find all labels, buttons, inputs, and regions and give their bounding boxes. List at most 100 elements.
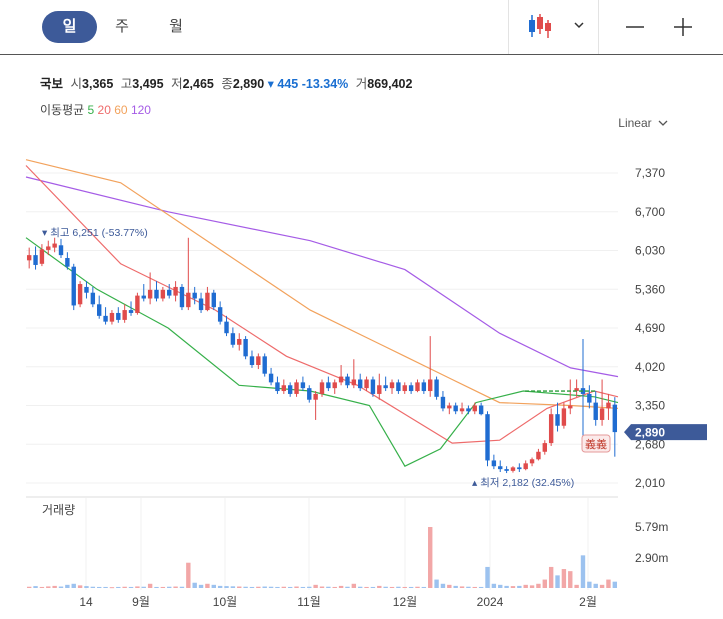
volume-title: 거래량 [42,503,75,517]
candle-body [173,286,178,296]
volume-bar [504,585,509,588]
volume-bar [116,586,121,588]
candle-body [402,385,407,392]
candlestick-icon[interactable] [526,12,554,42]
volume-bar [459,586,465,588]
candle-body [529,459,535,464]
volume-bar [491,583,497,588]
candle-body [466,408,471,412]
high-value: 3,495 [132,77,164,91]
candle-body [389,382,395,389]
scale-label: Linear [618,116,652,130]
volume-bar [141,586,146,588]
volume-bar [434,579,439,588]
event-badge [581,434,611,453]
volume-bar [498,584,503,588]
volume-bar [179,586,185,588]
candle-body [275,382,280,392]
price-tick-label: 6,700 [635,205,665,219]
volume-bar [485,566,490,588]
price-tick-label: 2,010 [635,476,665,490]
ma5-line [25,237,619,467]
volume-bar [198,584,204,588]
volume-bar [262,586,267,588]
tab-month[interactable]: 월 [169,18,183,35]
scale-selector[interactable]: Linear [618,116,668,130]
candle-body [52,243,57,248]
candle-body [116,312,121,320]
plus-icon[interactable] [672,16,694,38]
volume-bar [561,569,567,588]
candle-body [357,379,363,389]
x-axis-label: 12월 [393,595,417,609]
volume-bar [345,586,350,588]
volume-bar [389,586,395,588]
high-label: 고 [120,77,133,91]
candle-body [243,338,248,357]
volume-bar [428,527,433,588]
candle-body [26,255,32,261]
volume-bar [377,585,382,588]
volume-bar [364,586,369,588]
candle-body [561,408,567,426]
x-axis-label: 10월 [213,595,237,609]
volume-bar [453,585,458,588]
volume-tick-label: 2.90m [635,551,668,565]
candle-body [574,388,579,392]
volume-bar [33,586,38,588]
chevron-down-icon [658,120,668,126]
volume-bar [128,586,134,588]
candle-body [548,414,554,444]
candle-body [135,295,140,313]
candle-body [77,284,83,305]
event-badge-text: 義義 [585,437,607,451]
candle-body [612,404,618,433]
candle-body [154,289,159,299]
candle-body [237,338,242,345]
candle-body [326,382,331,389]
ma-5: 5 [87,103,95,117]
volume-bar [536,583,541,588]
chevron-down-icon[interactable] [572,18,586,32]
low-label: 저 [171,77,183,91]
ma-120: 120 [130,103,151,117]
tab-week[interactable]: 주 [115,18,129,35]
candle-body [319,382,325,394]
candle-body [249,356,255,366]
volume-bar [84,586,89,588]
volume-bar [606,579,611,588]
volume-bar [217,585,223,588]
tab-day[interactable]: 일 [42,11,97,43]
candle-body [517,467,522,470]
volume-bar [599,584,605,588]
toolbar-divider [598,0,599,54]
stock-name: 국보 [40,77,64,91]
max-price-annotation: ▾ 최고 6,251 (-53.77%) [42,227,148,239]
candle-body [224,321,229,334]
candle-body [415,382,420,392]
volume-bar [268,586,274,588]
volume-bar [517,585,522,588]
current-price-label: 2,890 [635,426,665,440]
ma20-line [25,165,619,444]
candle-body [90,292,96,305]
volume-bar [415,586,420,588]
price-tick-label: 3,350 [635,399,665,413]
volume-bar [447,584,452,588]
close-label: 종 [221,77,233,91]
low-value: 2,465 [182,77,214,91]
volume-value: 869,402 [367,77,413,91]
candle-body [587,393,592,403]
volume-bar [370,586,376,588]
candle-body [198,298,204,311]
candle-body [568,405,573,409]
candle-body [408,385,414,392]
candle-body [440,396,446,409]
candle-body [262,356,267,374]
volume-bar [90,586,96,588]
candle-body [332,382,337,389]
change-value: ▾ 445 [267,77,299,91]
toolbar-divider [508,0,509,54]
minus-icon[interactable] [624,16,646,38]
candle-body [217,307,223,322]
